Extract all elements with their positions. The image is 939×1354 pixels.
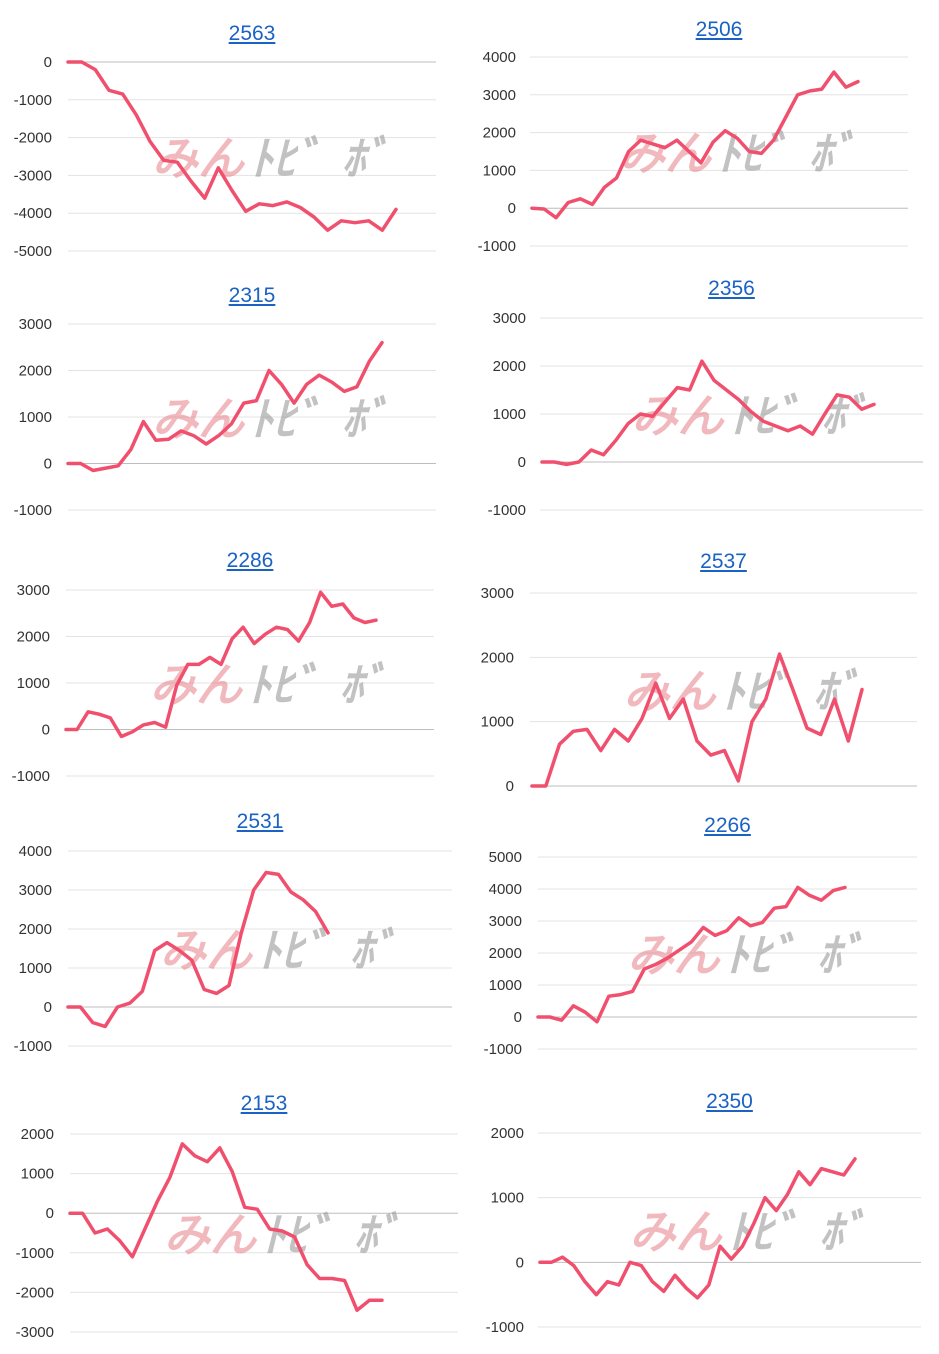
y-tick-label: 2000: [489, 945, 522, 962]
y-tick-label: 1000: [483, 162, 516, 179]
y-tick-label: 0: [42, 722, 50, 739]
chart-title-link[interactable]: 2286: [226, 549, 274, 572]
y-tick-label: 0: [46, 1205, 54, 1222]
series-line: [66, 60, 398, 232]
watermark-left: みん: [630, 1205, 724, 1259]
watermark-left: みん: [150, 658, 244, 712]
y-tick-label: -1000: [16, 1245, 54, 1262]
watermark-left: みん: [152, 132, 246, 186]
y-tick-label: -5000: [14, 243, 52, 260]
y-tick-label: 2000: [491, 1125, 524, 1142]
y-tick-label: 3000: [17, 582, 50, 599]
y-tick-label: -4000: [14, 205, 52, 222]
chart-title-link[interactable]: 2350: [706, 1090, 753, 1113]
chart-2506: 4000 3000 2000 1000 0 -1000 みん ﾄﾋ゛ﾎﾞ: [478, 49, 908, 255]
y-tick-label: 5000: [489, 849, 522, 866]
watermark-right: ﾄﾋ゛ﾎﾞ: [250, 132, 388, 186]
y-tick-label: -1000: [486, 1319, 524, 1336]
series-line: [530, 70, 860, 220]
y-tick-label: -1000: [14, 502, 52, 519]
y-tick-label: 3000: [483, 87, 516, 104]
y-tick-label: 1000: [493, 406, 526, 423]
series-line: [530, 652, 864, 788]
y-tick-label: 0: [44, 54, 52, 71]
watermark-right: ﾄﾋ゛ﾎﾞ: [717, 127, 855, 181]
y-tick-label: 0: [518, 454, 526, 471]
y-tick-label: 0: [506, 778, 514, 795]
chart-2563: 0 -1000 -2000 -3000 -4000 -5000 みん ﾄﾋ゛ﾎﾞ: [14, 54, 436, 260]
y-tick-label: 1000: [21, 1166, 54, 1183]
y-tick-label: -1000: [478, 238, 516, 255]
y-tick-label: 3000: [19, 316, 52, 333]
y-tick-label: -3000: [16, 1324, 54, 1341]
chart-2153: 2000 1000 0 -1000 -2000 -3000 みん ﾄﾋ゛ﾎﾞ: [16, 1126, 458, 1341]
y-tick-label: 0: [44, 456, 52, 473]
chart-2286: 3000 2000 1000 0 -1000 みん ﾄﾋ゛ﾎﾞ: [12, 582, 434, 785]
chart-title-link[interactable]: 2153: [240, 1092, 288, 1115]
y-tick-label: 4000: [489, 881, 522, 898]
watermark-right: ﾄﾋ゛ﾎﾞ: [250, 392, 388, 446]
y-tick-label: -1000: [14, 1038, 52, 1055]
y-tick-label: 3000: [19, 882, 52, 899]
y-tick-label: 1000: [491, 1190, 524, 1207]
y-tick-label: 2000: [483, 125, 516, 142]
y-tick-label: -1000: [14, 92, 52, 109]
series-line: [68, 1142, 384, 1312]
y-tick-label: 2000: [19, 921, 52, 938]
y-tick-label: 4000: [19, 843, 52, 860]
series-line: [540, 359, 876, 467]
watermark-left: みん: [152, 392, 246, 446]
chart-title-link[interactable]: 2356: [708, 277, 755, 300]
y-tick-label: -2000: [16, 1284, 54, 1301]
y-tick-label: 0: [516, 1254, 524, 1271]
y-tick-label: -1000: [484, 1041, 522, 1058]
watermark-left: みん: [164, 1208, 258, 1262]
y-tick-label: 0: [514, 1009, 522, 1026]
series-line: [538, 1157, 857, 1300]
series-line: [64, 590, 378, 739]
y-tick-label: 1000: [489, 977, 522, 994]
watermark-right: ﾄﾋ゛ﾎﾞ: [726, 928, 864, 982]
y-tick-label: 4000: [483, 49, 516, 66]
watermark-right: ﾄﾋ゛ﾎﾞ: [248, 658, 386, 712]
watermark-left: みん: [619, 127, 713, 181]
y-tick-label: 1000: [481, 714, 514, 731]
y-tick-label: 1000: [17, 675, 50, 692]
y-tick-label: 0: [508, 200, 516, 217]
series-line: [66, 340, 384, 473]
chart-title-link[interactable]: 2537: [700, 550, 747, 573]
y-tick-label: 2000: [19, 363, 52, 380]
y-tick-label: 2000: [481, 649, 514, 666]
y-tick-label: 2000: [493, 358, 526, 375]
y-tick-label: 2000: [21, 1126, 54, 1143]
chart-title-link[interactable]: 2266: [704, 814, 751, 837]
y-tick-label: 3000: [493, 310, 526, 327]
y-tick-label: -1000: [488, 502, 526, 519]
chart-2315: 3000 2000 1000 0 -1000 みん ﾄﾋ゛ﾎﾞ: [14, 316, 436, 519]
y-tick-label: 0: [44, 999, 52, 1016]
chart-title-link[interactable]: 2506: [695, 18, 743, 41]
watermark-right: ﾄﾋ゛ﾎﾞ: [262, 1208, 400, 1262]
y-tick-label: -1000: [12, 768, 50, 785]
y-tick-label: 2000: [17, 629, 50, 646]
y-tick-label: 1000: [19, 960, 52, 977]
chart-title-link[interactable]: 2563: [228, 22, 276, 45]
y-tick-label: 3000: [489, 913, 522, 930]
y-tick-label: -2000: [14, 130, 52, 147]
chart-title-link[interactable]: 2315: [228, 284, 276, 307]
chart-title-link[interactable]: 2531: [236, 810, 284, 833]
watermark-left: みん: [624, 665, 718, 719]
y-tick-label: 3000: [481, 585, 514, 602]
series-line: [66, 870, 330, 1029]
y-tick-label: 1000: [19, 409, 52, 426]
y-tick-label: -3000: [14, 167, 52, 184]
series-line: [536, 885, 847, 1024]
